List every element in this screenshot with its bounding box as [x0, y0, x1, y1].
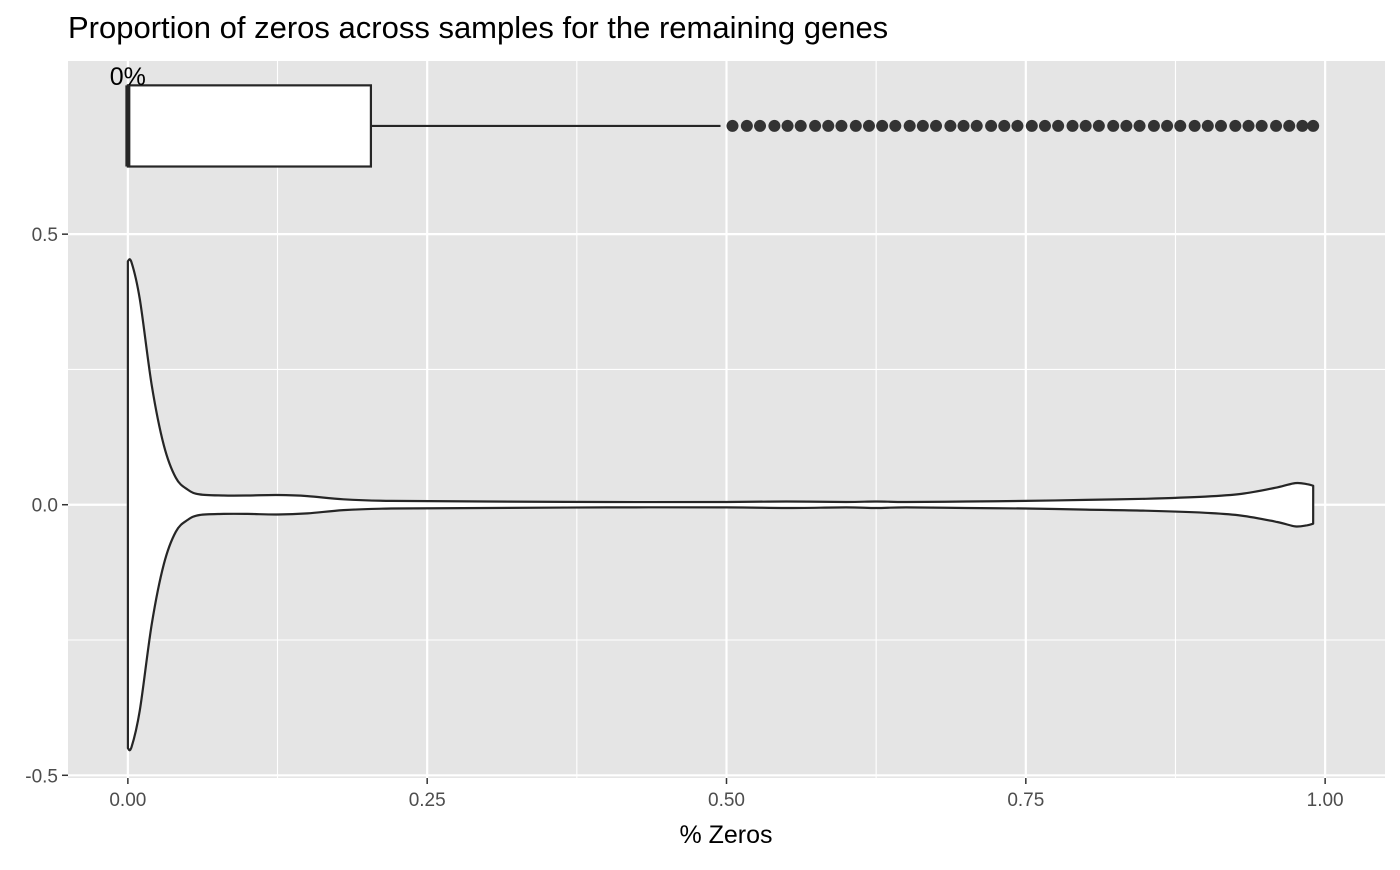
- violin-layer: [126, 258, 1315, 752]
- outlier-point: [876, 119, 889, 132]
- chart-title: Proportion of zeros across samples for t…: [68, 10, 888, 45]
- outlier-point: [1133, 119, 1146, 132]
- outlier-point: [957, 119, 970, 132]
- outlier-point: [1011, 119, 1024, 132]
- outlier-point: [889, 119, 902, 132]
- annotation-label: 0%: [110, 63, 146, 91]
- violin-shape: [126, 258, 1315, 752]
- x-tick-label: 0.00: [109, 790, 146, 811]
- outlier-point: [1066, 119, 1079, 132]
- outlier-point: [1270, 119, 1283, 132]
- outlier-point: [970, 119, 983, 132]
- outlier-point: [1120, 119, 1133, 132]
- outlier-point: [930, 119, 943, 132]
- outlier-point: [1161, 119, 1174, 132]
- outlier-point: [1283, 119, 1296, 132]
- outlier-point: [1214, 119, 1227, 132]
- grid-major: [68, 61, 1385, 778]
- outlier-point: [1107, 119, 1120, 132]
- outlier-layer: [726, 119, 1320, 132]
- y-tick-label: -0.5: [25, 766, 58, 787]
- x-axis: 0.00 0.25 0.50 0.75 1.00: [109, 778, 1344, 811]
- outlier-point: [1079, 119, 1092, 132]
- outlier-point: [1307, 119, 1320, 132]
- outlier-point: [903, 119, 916, 132]
- outlier-point: [1147, 119, 1160, 132]
- outlier-point: [1025, 119, 1038, 132]
- outlier-point: [944, 119, 957, 132]
- outlier-point: [1242, 119, 1255, 132]
- outlier-point: [781, 119, 794, 132]
- box-iqr: [126, 84, 373, 168]
- outlier-point: [794, 119, 807, 132]
- outlier-point: [822, 119, 835, 132]
- outlier-point: [768, 119, 781, 132]
- outlier-point: [1296, 119, 1309, 132]
- boxplot-layer: [125, 84, 721, 168]
- y-tick-label: 0.0: [32, 496, 58, 517]
- x-tick-label: 0.50: [708, 790, 745, 811]
- y-tick-label: 0.5: [32, 225, 58, 246]
- outlier-point: [754, 119, 767, 132]
- outlier-point: [1174, 119, 1187, 132]
- outlier-point: [998, 119, 1011, 132]
- x-axis-title: % Zeros: [679, 821, 772, 849]
- outlier-point: [1201, 119, 1214, 132]
- outlier-point: [1052, 119, 1065, 132]
- y-axis: -0.5 0.0 0.5: [25, 225, 68, 787]
- outlier-point: [1255, 119, 1268, 132]
- outlier-point: [726, 119, 739, 132]
- outlier-point: [835, 119, 848, 132]
- outlier-point: [740, 119, 753, 132]
- x-tick-label: 0.25: [409, 790, 446, 811]
- outlier-point: [809, 119, 822, 132]
- outlier-point: [1229, 119, 1242, 132]
- outlier-point: [985, 119, 998, 132]
- outlier-point: [1038, 119, 1051, 132]
- x-tick-label: 0.75: [1007, 790, 1044, 811]
- outlier-point: [1092, 119, 1105, 132]
- outlier-point: [849, 119, 862, 132]
- outlier-point: [916, 119, 929, 132]
- outlier-point: [1188, 119, 1201, 132]
- outlier-point: [862, 119, 875, 132]
- x-tick-label: 1.00: [1307, 790, 1344, 811]
